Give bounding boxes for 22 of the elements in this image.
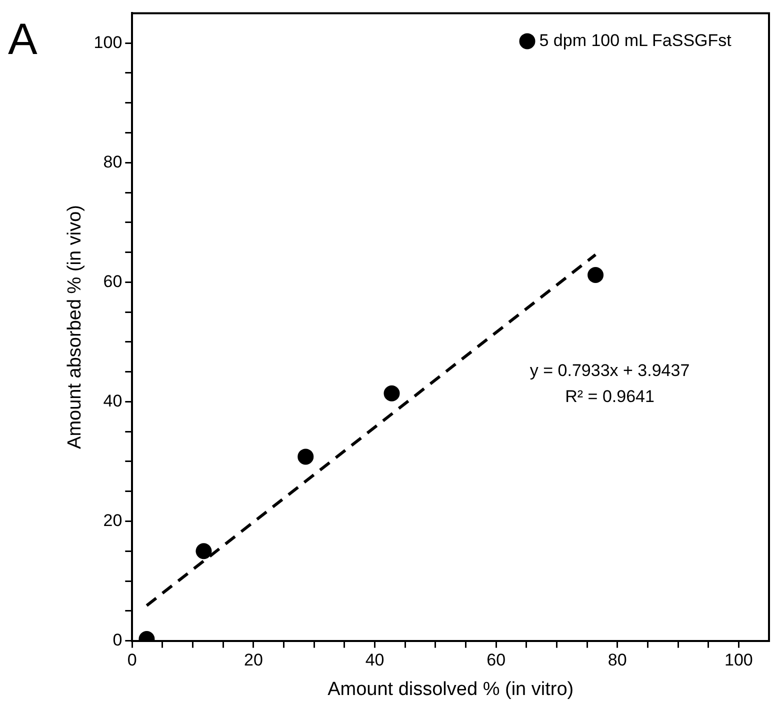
x-tick-label: 40 (365, 650, 384, 670)
y-tick-label: 60 (103, 272, 122, 291)
y-tick-label: 20 (103, 510, 122, 530)
x-tick-label: 80 (608, 650, 627, 670)
y-tick-label: 80 (103, 152, 122, 172)
point (588, 267, 604, 283)
point (196, 543, 212, 560)
point (298, 448, 314, 465)
legend-label: 5 dpm 100 mL FaSSGFst (539, 30, 732, 50)
annotation: R² = 0.9641 (565, 386, 654, 406)
x-tick-label: 100 (724, 650, 753, 670)
x-tick-label: 0 (127, 650, 137, 670)
y-tick-label: 100 (94, 32, 122, 52)
text: A (8, 15, 38, 64)
x-tick-label: 20 (244, 650, 263, 670)
y-tick-label: 0 (112, 630, 122, 650)
y-tick-label: 40 (103, 391, 122, 410)
y-axis-title: Amount absorbed % (in vivo) (64, 205, 86, 449)
point (384, 385, 400, 402)
annotation: y = 0.7933x + 3.9437 (530, 360, 690, 380)
x-axis-title: Amount dissolved % (in vitro) (328, 678, 574, 700)
x-tick-label: 60 (486, 650, 506, 670)
